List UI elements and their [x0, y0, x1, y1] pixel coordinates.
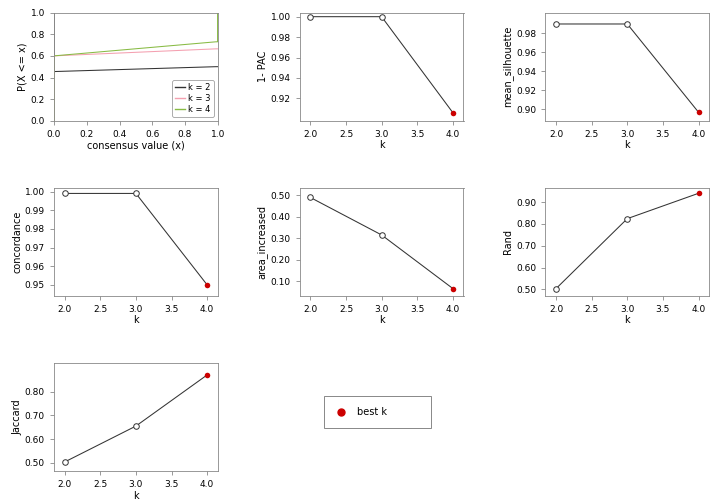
- Text: best k: best k: [357, 407, 387, 417]
- X-axis label: k: k: [379, 140, 384, 150]
- Legend: k = 2, k = 3, k = 4: k = 2, k = 3, k = 4: [172, 81, 214, 116]
- FancyBboxPatch shape: [324, 396, 431, 428]
- Y-axis label: P(X <= x): P(X <= x): [18, 42, 28, 91]
- X-axis label: consensus value (x): consensus value (x): [87, 140, 185, 150]
- Y-axis label: concordance: concordance: [12, 211, 22, 273]
- X-axis label: k: k: [624, 316, 630, 326]
- Y-axis label: 1- PAC: 1- PAC: [258, 51, 268, 82]
- Y-axis label: area_increased: area_increased: [257, 205, 268, 279]
- Y-axis label: mean_silhouette: mean_silhouette: [503, 26, 513, 107]
- Y-axis label: Jaccard: Jaccard: [12, 399, 22, 435]
- Y-axis label: Rand: Rand: [503, 229, 513, 255]
- X-axis label: k: k: [624, 140, 630, 150]
- X-axis label: k: k: [133, 316, 139, 326]
- X-axis label: k: k: [133, 491, 139, 500]
- X-axis label: k: k: [379, 316, 384, 326]
